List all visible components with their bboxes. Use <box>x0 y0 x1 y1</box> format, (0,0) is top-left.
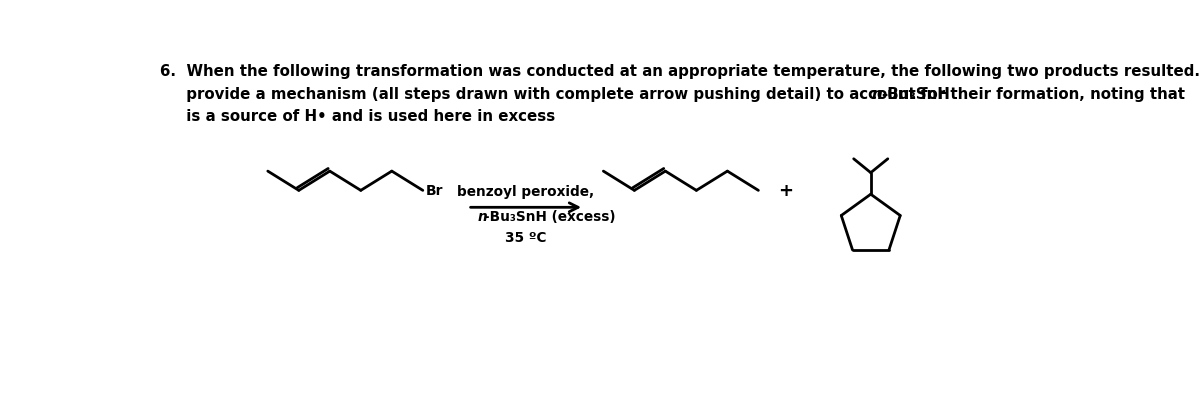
Text: is a source of H• and is used here in excess: is a source of H• and is used here in ex… <box>160 109 556 123</box>
Text: n: n <box>871 86 882 102</box>
Text: provide a mechanism (all steps drawn with complete arrow pushing detail) to acco: provide a mechanism (all steps drawn wit… <box>160 86 1190 102</box>
Text: n: n <box>478 209 487 223</box>
Text: -Bu₃SnH: -Bu₃SnH <box>882 86 950 102</box>
Text: -Bu₃SnH (excess): -Bu₃SnH (excess) <box>484 209 616 223</box>
Text: +: + <box>778 182 793 200</box>
Text: Br: Br <box>426 184 444 198</box>
Text: benzoyl peroxide,: benzoyl peroxide, <box>457 185 594 199</box>
Text: 6.  When the following transformation was conducted at an appropriate temperatur: 6. When the following transformation was… <box>160 64 1200 79</box>
Text: 35 ºC: 35 ºC <box>505 231 546 245</box>
